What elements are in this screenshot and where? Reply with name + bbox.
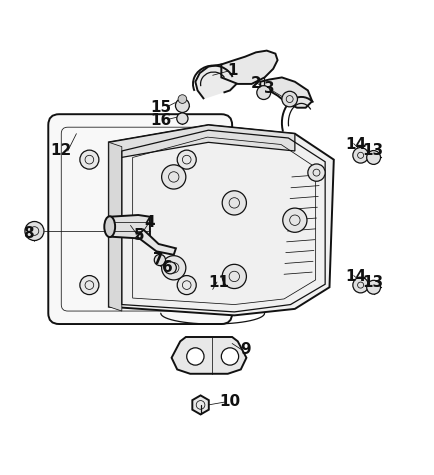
Circle shape: [353, 148, 368, 163]
Circle shape: [222, 191, 247, 215]
Circle shape: [161, 165, 186, 189]
Circle shape: [80, 276, 99, 294]
Circle shape: [177, 150, 196, 169]
Text: 16: 16: [150, 113, 171, 128]
Text: 9: 9: [240, 342, 250, 358]
Circle shape: [308, 164, 325, 181]
Polygon shape: [109, 125, 334, 315]
Text: 2: 2: [250, 76, 261, 91]
Circle shape: [222, 264, 247, 288]
Text: 7: 7: [153, 252, 164, 266]
Text: 6: 6: [162, 260, 173, 276]
Text: 15: 15: [150, 100, 171, 115]
Text: 1: 1: [227, 64, 237, 78]
Circle shape: [367, 151, 381, 164]
Text: 12: 12: [51, 143, 72, 159]
Circle shape: [353, 277, 368, 293]
Circle shape: [221, 348, 239, 365]
Circle shape: [177, 276, 196, 294]
Circle shape: [154, 255, 165, 266]
Polygon shape: [221, 51, 278, 84]
Text: 13: 13: [362, 276, 383, 290]
Text: 14: 14: [345, 269, 366, 284]
Polygon shape: [260, 77, 312, 108]
Polygon shape: [110, 215, 150, 238]
Circle shape: [283, 208, 307, 232]
Circle shape: [257, 86, 271, 99]
Polygon shape: [109, 125, 295, 160]
Circle shape: [25, 221, 44, 240]
Text: 14: 14: [345, 137, 366, 152]
Text: 13: 13: [362, 143, 383, 159]
Polygon shape: [109, 142, 122, 311]
Circle shape: [187, 348, 204, 365]
FancyBboxPatch shape: [48, 114, 232, 324]
Text: 4: 4: [145, 215, 155, 230]
Circle shape: [177, 113, 188, 124]
Polygon shape: [137, 230, 176, 255]
Circle shape: [178, 95, 187, 104]
Circle shape: [367, 280, 381, 294]
Polygon shape: [171, 337, 247, 374]
Polygon shape: [192, 395, 209, 415]
Circle shape: [282, 91, 297, 107]
Text: 10: 10: [220, 394, 240, 409]
Ellipse shape: [104, 216, 115, 237]
Text: 3: 3: [263, 81, 274, 96]
Text: 8: 8: [23, 226, 34, 241]
Text: 11: 11: [209, 276, 230, 290]
Circle shape: [164, 262, 176, 274]
Circle shape: [80, 150, 99, 169]
Circle shape: [175, 99, 189, 113]
Circle shape: [161, 256, 186, 280]
Text: 5: 5: [134, 228, 145, 243]
Polygon shape: [195, 65, 238, 99]
